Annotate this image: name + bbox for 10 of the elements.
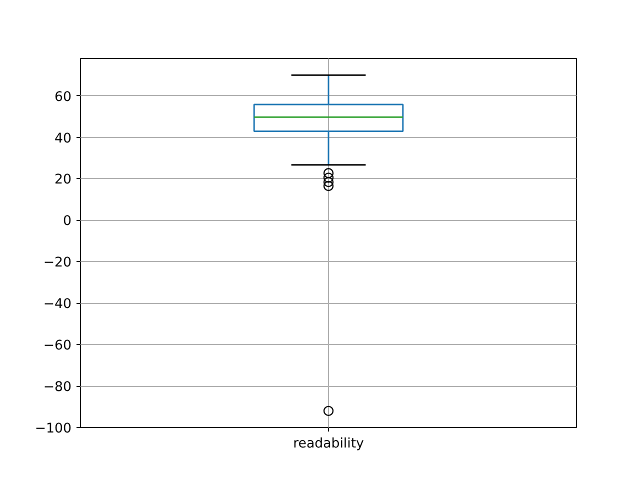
y-tick-label: −100 — [34, 422, 72, 436]
y-tick-label: −80 — [43, 380, 72, 396]
y-tick-label: −60 — [43, 338, 72, 354]
y-tick-label: 40 — [54, 131, 72, 146]
y-tick-label: 60 — [54, 90, 72, 105]
y-tick-label: 20 — [54, 172, 72, 188]
y-tick-label: −40 — [43, 297, 72, 312]
y-tick-label: 0 — [63, 214, 72, 230]
y-tick-label: −20 — [43, 256, 72, 271]
x-tick-label: readability — [293, 436, 364, 452]
